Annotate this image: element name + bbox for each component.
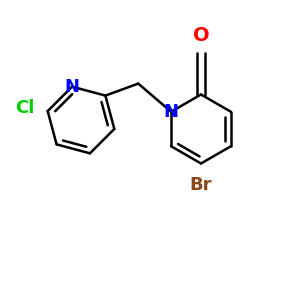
Text: Br: Br [190, 176, 212, 194]
Text: O: O [193, 26, 209, 45]
Text: N: N [164, 103, 178, 121]
Text: N: N [64, 78, 80, 96]
Text: Cl: Cl [15, 99, 34, 117]
